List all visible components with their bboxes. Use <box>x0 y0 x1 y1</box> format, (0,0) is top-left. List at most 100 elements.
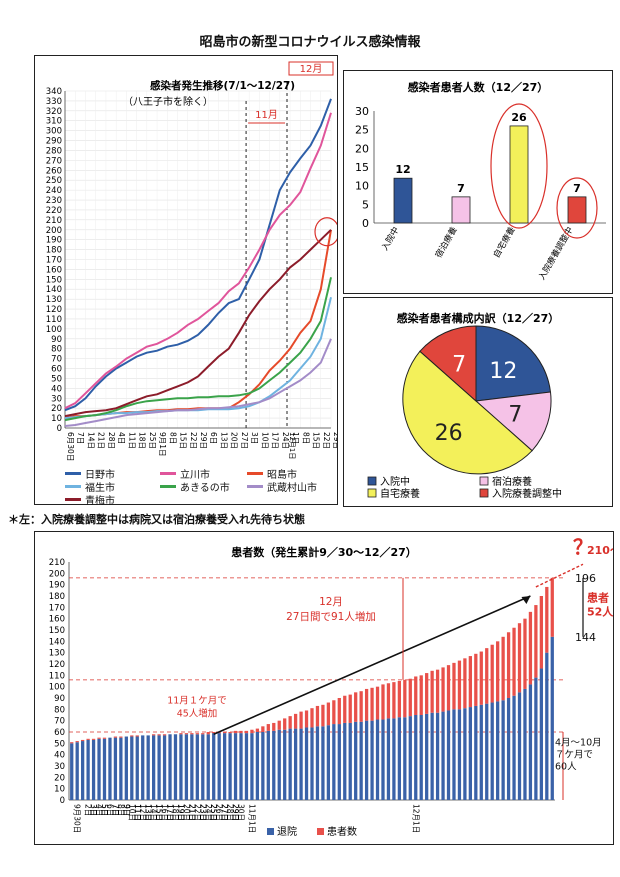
bar-入院中 <box>393 177 413 224</box>
bar-patients <box>381 684 385 720</box>
pie-slice-入院療養調整中 <box>419 325 477 403</box>
final-total-label: 196 <box>575 572 596 585</box>
y-tick-label: 40 <box>51 384 62 394</box>
bar-discharged <box>354 721 358 800</box>
y-tick-label: 200 <box>49 569 65 579</box>
series-line-あきるの市 <box>64 277 332 422</box>
x-tick-label: 2日 <box>84 804 93 816</box>
legend-label: 福生市 <box>85 483 115 494</box>
bar-patients <box>425 673 429 714</box>
bar-patients <box>86 738 90 740</box>
bar-patients <box>446 665 451 711</box>
highlight-circle <box>556 177 598 239</box>
x-tick-label: 8日 <box>116 804 125 816</box>
x-tick-label: 6月30日 <box>66 432 75 461</box>
y-tick-label: 60 <box>54 728 65 738</box>
x-tick-label: 27日 <box>220 804 229 821</box>
bar-discharged <box>288 728 292 800</box>
x-tick-label: 14日 <box>149 804 158 821</box>
y-tick-label: 15 <box>355 161 369 174</box>
x-tick-label: 22日 <box>189 432 198 449</box>
bar-patients <box>337 698 341 725</box>
y-tick-label: 340 <box>46 87 62 97</box>
y-tick-label: 110 <box>49 671 65 681</box>
bar-patients <box>414 676 418 715</box>
bar-value-label: 26 <box>511 111 527 124</box>
x-tick-label: 20日 <box>182 804 191 821</box>
y-tick-label: 30 <box>51 394 62 404</box>
legend-label: 入院中 <box>380 475 410 488</box>
bar-discharged <box>392 718 396 800</box>
chart-title: 感染者発生推移(7/1～12/27) <box>150 79 295 92</box>
bar-patients <box>315 705 320 727</box>
legend-label: 宿泊療養 <box>492 475 532 488</box>
bar-discharged <box>321 726 325 800</box>
note-text: ＊左：入院療養調整中は病院又は宿泊療養受入れ先待ち状態 <box>8 513 305 526</box>
bar-patients <box>179 733 183 735</box>
bar-discharged <box>397 717 402 800</box>
bar-patients <box>299 711 303 729</box>
bar-discharged <box>206 734 210 800</box>
x-tick-label: 29日 <box>199 432 208 449</box>
bar-patients <box>304 710 309 728</box>
legend-swatch <box>65 472 81 475</box>
bar-patients <box>261 726 265 732</box>
bar-discharged <box>113 737 118 800</box>
bar-discharged <box>370 720 374 800</box>
series-line-日野市 <box>64 98 332 412</box>
bar-discharged <box>81 741 85 800</box>
bar-discharged <box>266 730 270 800</box>
bar-discharged <box>299 728 303 800</box>
bar-discharged <box>474 705 478 800</box>
bar-discharged <box>173 734 178 800</box>
x-tick-label: 入院療養調整中 <box>536 225 575 282</box>
x-tick-label: 19日 <box>176 804 185 821</box>
y-tick-label: 190 <box>49 581 65 591</box>
x-tick-label: 13日 <box>144 804 153 821</box>
y-tick-label: 260 <box>46 166 62 176</box>
bar-discharged <box>228 733 232 800</box>
bar-patients <box>430 670 434 713</box>
y-tick-label: 120 <box>46 305 62 315</box>
bar-discharged <box>233 733 238 800</box>
y-tick-label: 20 <box>51 404 62 414</box>
legend-label: 患者数 <box>327 825 357 838</box>
bar-patients <box>517 623 522 693</box>
bar-discharged <box>261 732 265 800</box>
x-tick-label: 17日 <box>271 432 280 449</box>
bar-discharged <box>152 735 156 800</box>
pie-slice-宿泊療養 <box>474 391 552 452</box>
x-tick-label: 4日 <box>95 804 104 816</box>
bar-discharged <box>102 738 107 800</box>
y-tick-label: 170 <box>46 256 62 266</box>
y-tick-label: 100 <box>46 325 62 335</box>
highlight-circle <box>314 217 340 247</box>
bar-value-label: 7 <box>573 182 581 195</box>
y-tick-label: 10 <box>54 785 65 795</box>
x-tick-label: 15日 <box>179 432 188 449</box>
bar-patients <box>119 736 123 738</box>
bar-discharged <box>326 725 331 800</box>
legend-label: あきるの市 <box>180 483 230 494</box>
y-tick-label: 240 <box>46 186 62 196</box>
dec-box <box>288 61 334 76</box>
bar-discharged <box>91 739 96 800</box>
trend-arrow-head <box>521 596 531 604</box>
x-tick-label: 18日 <box>171 804 180 821</box>
bar-discharged <box>97 738 101 800</box>
legend-item: 昭島市 <box>247 466 297 481</box>
bar-patients <box>550 577 554 637</box>
y-tick-label: 150 <box>49 626 65 636</box>
line-chart: 0102030405060708090100110120130140150160… <box>46 61 371 461</box>
bar-patients <box>91 738 96 740</box>
y-tick-label: 220 <box>46 206 62 216</box>
bar-patients <box>162 734 167 736</box>
y-tick-label: 70 <box>51 355 62 365</box>
bar-discharged <box>364 720 369 800</box>
y-tick-label: 25 <box>355 124 369 137</box>
y-tick-label: 130 <box>46 295 62 305</box>
y-tick-label: 0 <box>57 424 62 434</box>
legend-swatch <box>65 485 81 488</box>
x-tick-label: 10日 <box>127 804 136 821</box>
